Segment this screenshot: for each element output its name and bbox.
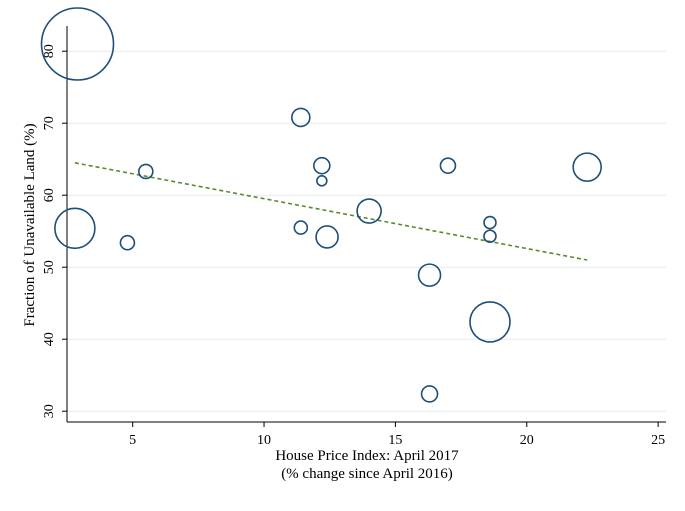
data-point	[469, 301, 511, 343]
data-point	[356, 198, 382, 224]
x-tick-label: 5	[129, 433, 136, 448]
data-point	[313, 156, 331, 175]
fit-line	[74, 162, 588, 261]
data-point	[316, 175, 328, 187]
data-point	[54, 207, 96, 250]
y-tick-label: 80	[42, 44, 57, 58]
x-tick-label: 15	[388, 433, 402, 448]
y-tick-label: 70	[42, 116, 57, 130]
x-tick-label: 25	[651, 433, 665, 448]
x-tick-label: 20	[520, 433, 534, 448]
data-points	[40, 7, 602, 403]
data-point	[291, 107, 311, 128]
y-tick-label: 30	[42, 404, 57, 418]
data-point	[439, 157, 457, 174]
data-point	[420, 385, 439, 403]
gridlines	[67, 50, 666, 412]
data-point	[138, 163, 154, 180]
x-ticks: 5 10 15 20 25	[129, 422, 665, 448]
y-axis-title: Fraction of Unavailable Land (%)	[22, 123, 38, 326]
fit-line-group	[74, 162, 588, 261]
y-tick-label: 50	[42, 260, 57, 274]
data-point	[417, 263, 442, 287]
data-point	[483, 229, 497, 244]
data-point	[315, 225, 339, 249]
data-point	[572, 152, 602, 182]
data-point	[119, 234, 136, 251]
y-tick-label: 40	[42, 332, 57, 346]
data-point	[483, 215, 497, 230]
x-tick-label: 10	[257, 433, 271, 448]
x-axis-subtitle: (% change since April 2016)	[281, 466, 453, 482]
data-point	[40, 7, 115, 81]
y-ticks: 30 40 50 60 70 80	[42, 44, 67, 418]
y-tick-label: 60	[42, 188, 57, 202]
x-axis-title: House Price Index: April 2017	[275, 448, 459, 464]
axes	[66, 26, 666, 423]
data-point	[293, 220, 309, 235]
